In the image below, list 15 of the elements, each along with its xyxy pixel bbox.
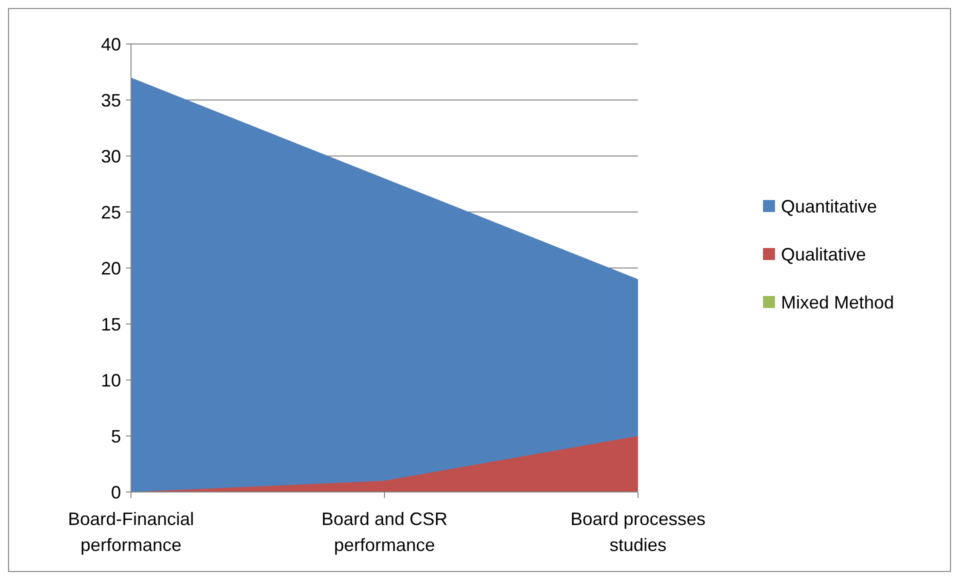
legend-label: Quantitative — [781, 196, 878, 216]
x-tick-label: Board processes studies — [570, 509, 706, 555]
x-tick-label: Board and CSR performance — [321, 509, 448, 555]
y-tick-label: 30 — [100, 146, 121, 166]
x-tick-label: Board-Financial performance — [68, 509, 194, 555]
y-tick-label: 10 — [100, 370, 121, 390]
y-tick-label: 40 — [100, 34, 121, 54]
legend-label: Mixed Method — [781, 292, 894, 312]
y-tick-label: 35 — [100, 90, 121, 110]
y-tick-label: 5 — [110, 426, 121, 446]
y-tick-label: 15 — [100, 314, 121, 334]
y-tick-label: 20 — [100, 258, 121, 278]
legend-label: Qualitative — [781, 244, 866, 264]
y-tick-label: 0 — [110, 482, 121, 502]
y-tick-label: 25 — [100, 202, 121, 222]
